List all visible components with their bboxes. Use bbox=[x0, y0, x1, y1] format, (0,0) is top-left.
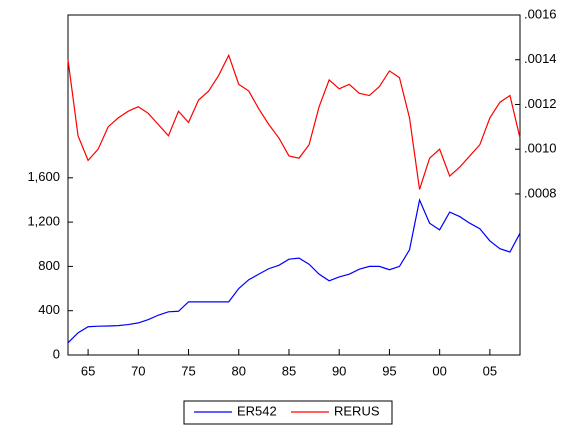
legend-label: ER542 bbox=[237, 403, 277, 418]
legend-box bbox=[183, 400, 393, 425]
y2-tick-label: .0008 bbox=[524, 185, 557, 200]
y-tick-label: 0 bbox=[53, 346, 60, 361]
x-tick-label: 85 bbox=[282, 363, 296, 378]
x-tick-label: 80 bbox=[232, 363, 246, 378]
x-tick-label: 95 bbox=[382, 363, 396, 378]
x-tick-label: 70 bbox=[131, 363, 145, 378]
x-tick-label: 90 bbox=[332, 363, 346, 378]
x-tick-label: 65 bbox=[81, 363, 95, 378]
y-tick-label: 800 bbox=[38, 258, 60, 273]
y2-tick-label: .0014 bbox=[524, 51, 557, 66]
x-tick-label: 05 bbox=[483, 363, 497, 378]
y-tick-label: 1,600 bbox=[27, 169, 60, 184]
series-line bbox=[67, 197, 521, 344]
legend-label: RERUS bbox=[334, 403, 380, 418]
y2-tick-label: .0016 bbox=[524, 6, 557, 21]
series-line bbox=[67, 53, 521, 190]
y2-tick-label: .0010 bbox=[524, 141, 557, 156]
plot-frame bbox=[67, 14, 521, 356]
x-tick-label: 75 bbox=[181, 363, 195, 378]
y-tick-label: 1,200 bbox=[27, 214, 60, 229]
y-tick-label: 400 bbox=[38, 302, 60, 317]
y2-tick-label: .0012 bbox=[524, 96, 557, 111]
x-tick-label: 00 bbox=[432, 363, 446, 378]
